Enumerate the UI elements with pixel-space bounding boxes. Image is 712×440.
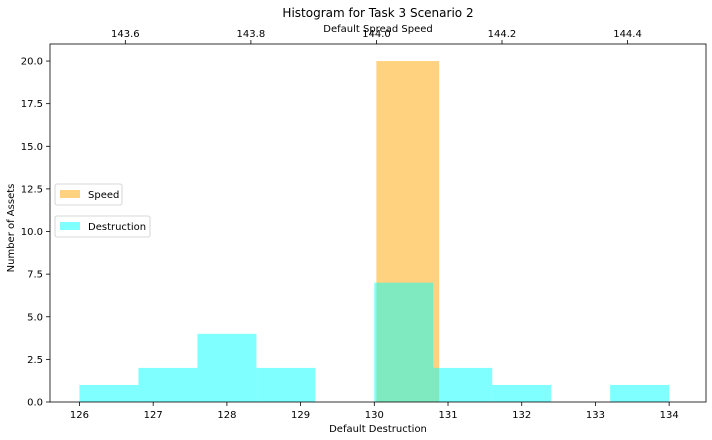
bar-destruction-0 xyxy=(79,384,139,402)
x-tick-label: 130 xyxy=(365,410,384,421)
x-tick-label: 131 xyxy=(438,410,457,421)
y-tick-label: 2.5 xyxy=(27,355,43,366)
bottom-axis-label: Default Destruction xyxy=(329,424,427,435)
bar-destruction-1 xyxy=(138,367,198,402)
x-tick-label: 126 xyxy=(70,410,89,421)
bars-layer xyxy=(79,61,670,403)
y-tick-label: 17.5 xyxy=(21,99,43,110)
legend-destruction-swatch xyxy=(60,222,80,230)
y-tick-label: 5.0 xyxy=(27,312,43,323)
x2-tick-label: 144.0 xyxy=(362,29,391,40)
x2-tick-label: 144.4 xyxy=(613,29,642,40)
chart-title: Histogram for Task 3 Scenario 2 xyxy=(282,6,473,20)
bar-destruction-6 xyxy=(433,367,493,402)
bar-destruction-7 xyxy=(492,384,552,402)
bar-destruction-5 xyxy=(374,282,434,402)
x2-tick-label: 143.6 xyxy=(111,29,140,40)
y-tick-label: 12.5 xyxy=(21,184,43,195)
legend-speed-label: Speed xyxy=(88,190,119,201)
legend-speed: Speed xyxy=(54,183,123,206)
plot-frame xyxy=(49,43,707,403)
y-tick-label: 20.0 xyxy=(21,57,43,68)
bar-destruction-3 xyxy=(256,367,316,402)
y-tick-label: 7.5 xyxy=(27,270,43,281)
x2-tick-label: 143.8 xyxy=(237,29,266,40)
x-tick-label: 133 xyxy=(586,410,605,421)
legend-destruction-frame xyxy=(54,215,151,238)
y-tick-label: 0.0 xyxy=(27,398,43,409)
legend-destruction: Destruction xyxy=(54,215,151,238)
bar-destruction-9 xyxy=(610,384,670,402)
y-tick-label: 15.0 xyxy=(21,142,43,153)
x-tick-label: 127 xyxy=(144,410,163,421)
legend-speed-swatch xyxy=(60,190,80,198)
x-tick-label: 132 xyxy=(512,410,531,421)
x-tick-label: 129 xyxy=(291,410,310,421)
x2-tick-label: 144.2 xyxy=(488,29,517,40)
y-axis-label: Number of Assets xyxy=(6,184,17,273)
y-tick-label: 10.0 xyxy=(21,227,43,238)
axes-layer: 0.0 2.5 5.0 7.5 10.0 12.5 15.0 17.5 20.0 126 127 12… xyxy=(21,29,707,421)
bar-destruction-2 xyxy=(197,333,257,402)
x-tick-label: 128 xyxy=(217,410,236,421)
legend-destruction-label: Destruction xyxy=(88,222,146,233)
x-tick-label: 134 xyxy=(660,410,679,421)
legend-speed-frame xyxy=(54,183,123,206)
top-axis-label: Default Spread Speed xyxy=(323,24,432,35)
